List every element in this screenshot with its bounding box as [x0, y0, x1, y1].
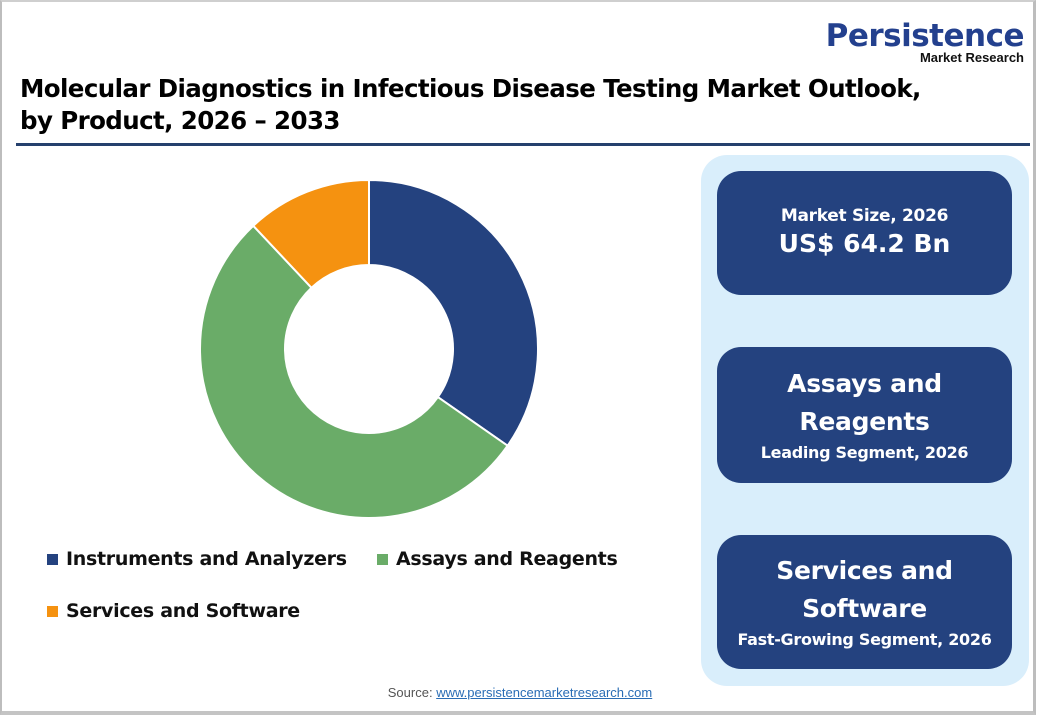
source-link[interactable]: www.persistencemarketresearch.com — [436, 685, 653, 700]
legend-swatch — [47, 605, 58, 617]
title-underline — [16, 143, 1030, 146]
source-label: Source: — [387, 685, 437, 700]
legend-item-instruments: Instruments and Analyzers — [47, 548, 347, 570]
leading-segment-card: Assays and Reagents Leading Segment, 202… — [717, 347, 1012, 483]
chart-title-line2: by Product, 2026 – 2033 — [20, 106, 340, 135]
market-size-value: US$ 64.2 Bn — [778, 229, 951, 258]
legend-swatch — [377, 553, 388, 565]
source-note: Source: www.persistencemarketresearch.co… — [0, 685, 1040, 700]
logo-tagline: Market Research — [919, 50, 1024, 65]
legend-label: Instruments and Analyzers — [66, 548, 347, 570]
fastest-segment-name: Services and Software — [776, 556, 953, 623]
leading-segment-name: Assays and Reagents — [787, 369, 942, 436]
market-size-label: Market Size, 2026 — [780, 206, 949, 226]
legend-item-services: Services and Software — [47, 600, 300, 622]
legend-label: Services and Software — [66, 600, 300, 622]
legend-swatch — [47, 553, 58, 565]
fastest-segment-card: Services and Software Fast-Growing Segme… — [717, 535, 1012, 669]
fastest-segment-label: Fast-Growing Segment, 2026 — [737, 630, 992, 649]
donut-chart — [199, 178, 539, 519]
legend-label: Assays and Reagents — [396, 548, 618, 570]
chart-title-line1: Molecular Diagnostics in Infectious Dise… — [20, 74, 921, 103]
slice-assays — [199, 224, 509, 519]
market-size-card: Market Size, 2026 US$ 64.2 Bn — [717, 171, 1012, 295]
leading-segment-label: Leading Segment, 2026 — [760, 443, 969, 462]
slice-services — [251, 178, 370, 290]
legend-item-assays: Assays and Reagents — [377, 548, 618, 570]
slice-instruments — [368, 178, 539, 448]
logo: Persistence Market Research — [825, 18, 1025, 65]
logo-name: Persistence — [825, 18, 1025, 54]
chart-title: Molecular Diagnostics in Infectious Dise… — [20, 73, 980, 137]
